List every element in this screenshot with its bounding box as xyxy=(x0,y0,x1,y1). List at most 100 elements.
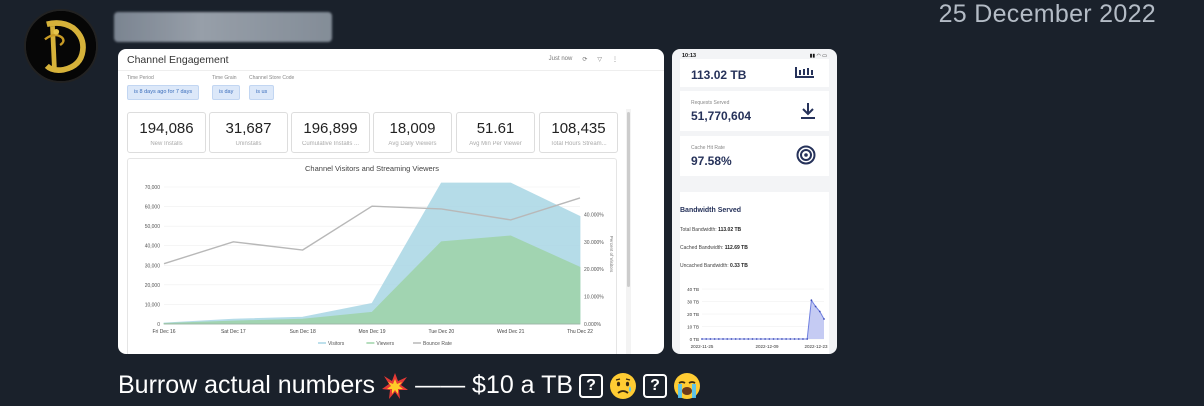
more-icon[interactable]: ⋮ xyxy=(612,57,618,63)
filter-label: Channel Store Code xyxy=(249,75,295,81)
bandwidth-line xyxy=(702,298,825,340)
y-tick-label: 0 TB xyxy=(690,337,699,342)
kpi-card: 18,009 Avg Daily Viewers xyxy=(373,112,452,153)
card-value: 51,770,604 xyxy=(691,109,752,123)
filter-chip[interactable]: is us xyxy=(249,85,275,100)
y-tick-label: 30 TB xyxy=(687,300,699,305)
bandwidth-point xyxy=(768,338,771,340)
x-tick-label: Sat Dec 17 xyxy=(221,329,246,335)
kpi-value: 51.61 xyxy=(476,120,515,137)
x-tick-label: Tue Dec 20 xyxy=(428,329,454,335)
bandwidth-point xyxy=(776,338,779,340)
kpi-value: 194,086 xyxy=(139,120,194,137)
y2-tick-label: 10.000% xyxy=(584,295,604,301)
bandwidth-area xyxy=(702,300,824,339)
filter-icon[interactable]: ▽ xyxy=(597,57,602,63)
bandwidth-point xyxy=(701,338,703,340)
y-tick-label: 40,000 xyxy=(145,244,161,250)
legend-label: Bounce Rate xyxy=(423,341,452,347)
filter-chip[interactable]: is day xyxy=(212,85,241,100)
series-area-viewers xyxy=(163,235,581,325)
total-value: 113.02 TB xyxy=(718,227,742,233)
message-date: 25 December 2022 xyxy=(938,0,1156,28)
bandwidth-point xyxy=(705,338,708,340)
bandwidth-point xyxy=(759,338,762,340)
bandwidth-point xyxy=(818,310,821,313)
bandwidth-point xyxy=(709,338,712,340)
bandwidth-point xyxy=(802,338,804,340)
x-tick-label: Sun Dec 18 xyxy=(290,329,316,335)
kpi-label: Uninstalls xyxy=(235,141,262,147)
legend-label: Visitors xyxy=(328,341,345,347)
cached-label: Cached Bandwidth: xyxy=(680,245,724,251)
series-line-bounce-rate xyxy=(163,197,581,265)
engagement-chart-panel: Channel Visitors and Streaming Viewers 0… xyxy=(127,158,617,354)
uncached-value: 0.33 TB xyxy=(730,263,748,269)
scrollbar-thumb[interactable] xyxy=(627,112,630,287)
kpi-value: 196,899 xyxy=(303,120,358,137)
y2-tick-label: 30.000% xyxy=(584,240,604,246)
dashboard-title: Channel Engagement xyxy=(127,54,229,66)
bandwidth-point xyxy=(743,338,745,340)
sender-avatar[interactable] xyxy=(24,9,98,83)
bandwidth-point xyxy=(789,338,792,340)
y2-tick-label: 0.000% xyxy=(584,322,602,328)
bandwidth-point xyxy=(797,338,800,340)
y-tick-label: 0 xyxy=(157,322,160,328)
sad-relieved-face-emoji-icon xyxy=(610,372,637,399)
dashboard-screenshot-image[interactable]: Channel Engagement Just now ⟳ ▽ ⋮ Time P… xyxy=(118,49,664,354)
card-label: Requests Served xyxy=(691,100,730,106)
bandwidth-title: Bandwidth Served xyxy=(680,207,742,214)
kpi-label: Avg Daily Viewers xyxy=(388,141,437,147)
x-tick-label: 2022-11-25 xyxy=(691,344,714,349)
kpi-card: 31,687 Uninstalls xyxy=(209,112,288,153)
bandwidth-point xyxy=(713,338,716,340)
engagement-chart: 0 10,000 20,000 30,000 40,000 50,000 60,000 70,… xyxy=(145,182,614,347)
message-text-start: Burrow actual numbers xyxy=(118,371,376,399)
refresh-status: Just now xyxy=(548,56,573,62)
collision-emoji-icon xyxy=(382,372,409,399)
kpi-value: 18,009 xyxy=(389,120,436,137)
x-tick-label: Fri Dec 16 xyxy=(152,329,175,335)
bandwidth-point xyxy=(734,338,737,340)
bandwidth-point xyxy=(764,338,767,340)
kpi-value: 108,435 xyxy=(551,120,606,137)
card-value: 97.58% xyxy=(691,154,732,168)
kpi-label: Avg Min Per Viewer xyxy=(469,141,522,147)
y-tick-label: 10 TB xyxy=(687,325,699,330)
bandwidth-point xyxy=(751,338,754,340)
divider xyxy=(118,70,664,71)
kpi-label: Cumulative Installs ... xyxy=(301,141,360,147)
refresh-icon[interactable]: ⟳ xyxy=(582,57,588,63)
download-icon xyxy=(801,103,815,119)
phone-screenshot-image[interactable]: 10:13 ▮▮ ◠ ▭ 113.02 TB Requests Served 5… xyxy=(672,49,837,354)
chart-title: Channel Visitors and Streaming Viewers xyxy=(305,164,439,173)
x-tick-label: Mon Dec 19 xyxy=(359,329,386,335)
bandwidth-point xyxy=(755,338,758,340)
filter-chip[interactable]: is 8 days ago for 7 days xyxy=(127,85,200,100)
bandwidth-chart: 0 TB 10 TB 20 TB 30 TB 40 TB 2022-11-25 2022-1… xyxy=(687,287,828,349)
total-bandwidth: Total Bandwidth: 113.02 TB xyxy=(680,227,741,233)
uncached-label: Uncached Bandwidth: xyxy=(680,263,729,269)
bandwidth-served-card xyxy=(680,192,829,354)
legend-label: Viewers xyxy=(376,341,394,347)
message-text: Burrow actual numbers —— $10 a TB ? ? xyxy=(118,371,701,400)
bandwidth-point xyxy=(781,338,783,340)
bandwidth-point xyxy=(810,299,813,302)
filter-label: Time Period xyxy=(127,75,154,81)
bandwidth-point xyxy=(717,338,720,340)
status-time: 10:13 xyxy=(682,53,697,59)
loudly-crying-face-emoji-icon xyxy=(674,372,701,399)
kpi-card: 194,086 New Installs xyxy=(127,112,206,153)
unknown-emoji-glyph: ? xyxy=(579,373,604,398)
bandwidth-point xyxy=(726,338,729,340)
sender-name-redacted xyxy=(114,12,332,42)
bar-chart-icon xyxy=(795,67,814,78)
uncached-bandwidth: Uncached Bandwidth: 0.33 TB xyxy=(680,263,748,269)
unknown-emoji-glyph: ? xyxy=(643,373,668,398)
cached-value: 112.69 TB xyxy=(724,245,748,251)
kpi-label: Total Hours Stream... xyxy=(550,141,607,147)
bandwidth-card: 113.02 TB xyxy=(680,59,829,87)
total-label: Total Bandwidth: xyxy=(680,227,717,233)
kpi-value: 31,687 xyxy=(225,120,272,137)
